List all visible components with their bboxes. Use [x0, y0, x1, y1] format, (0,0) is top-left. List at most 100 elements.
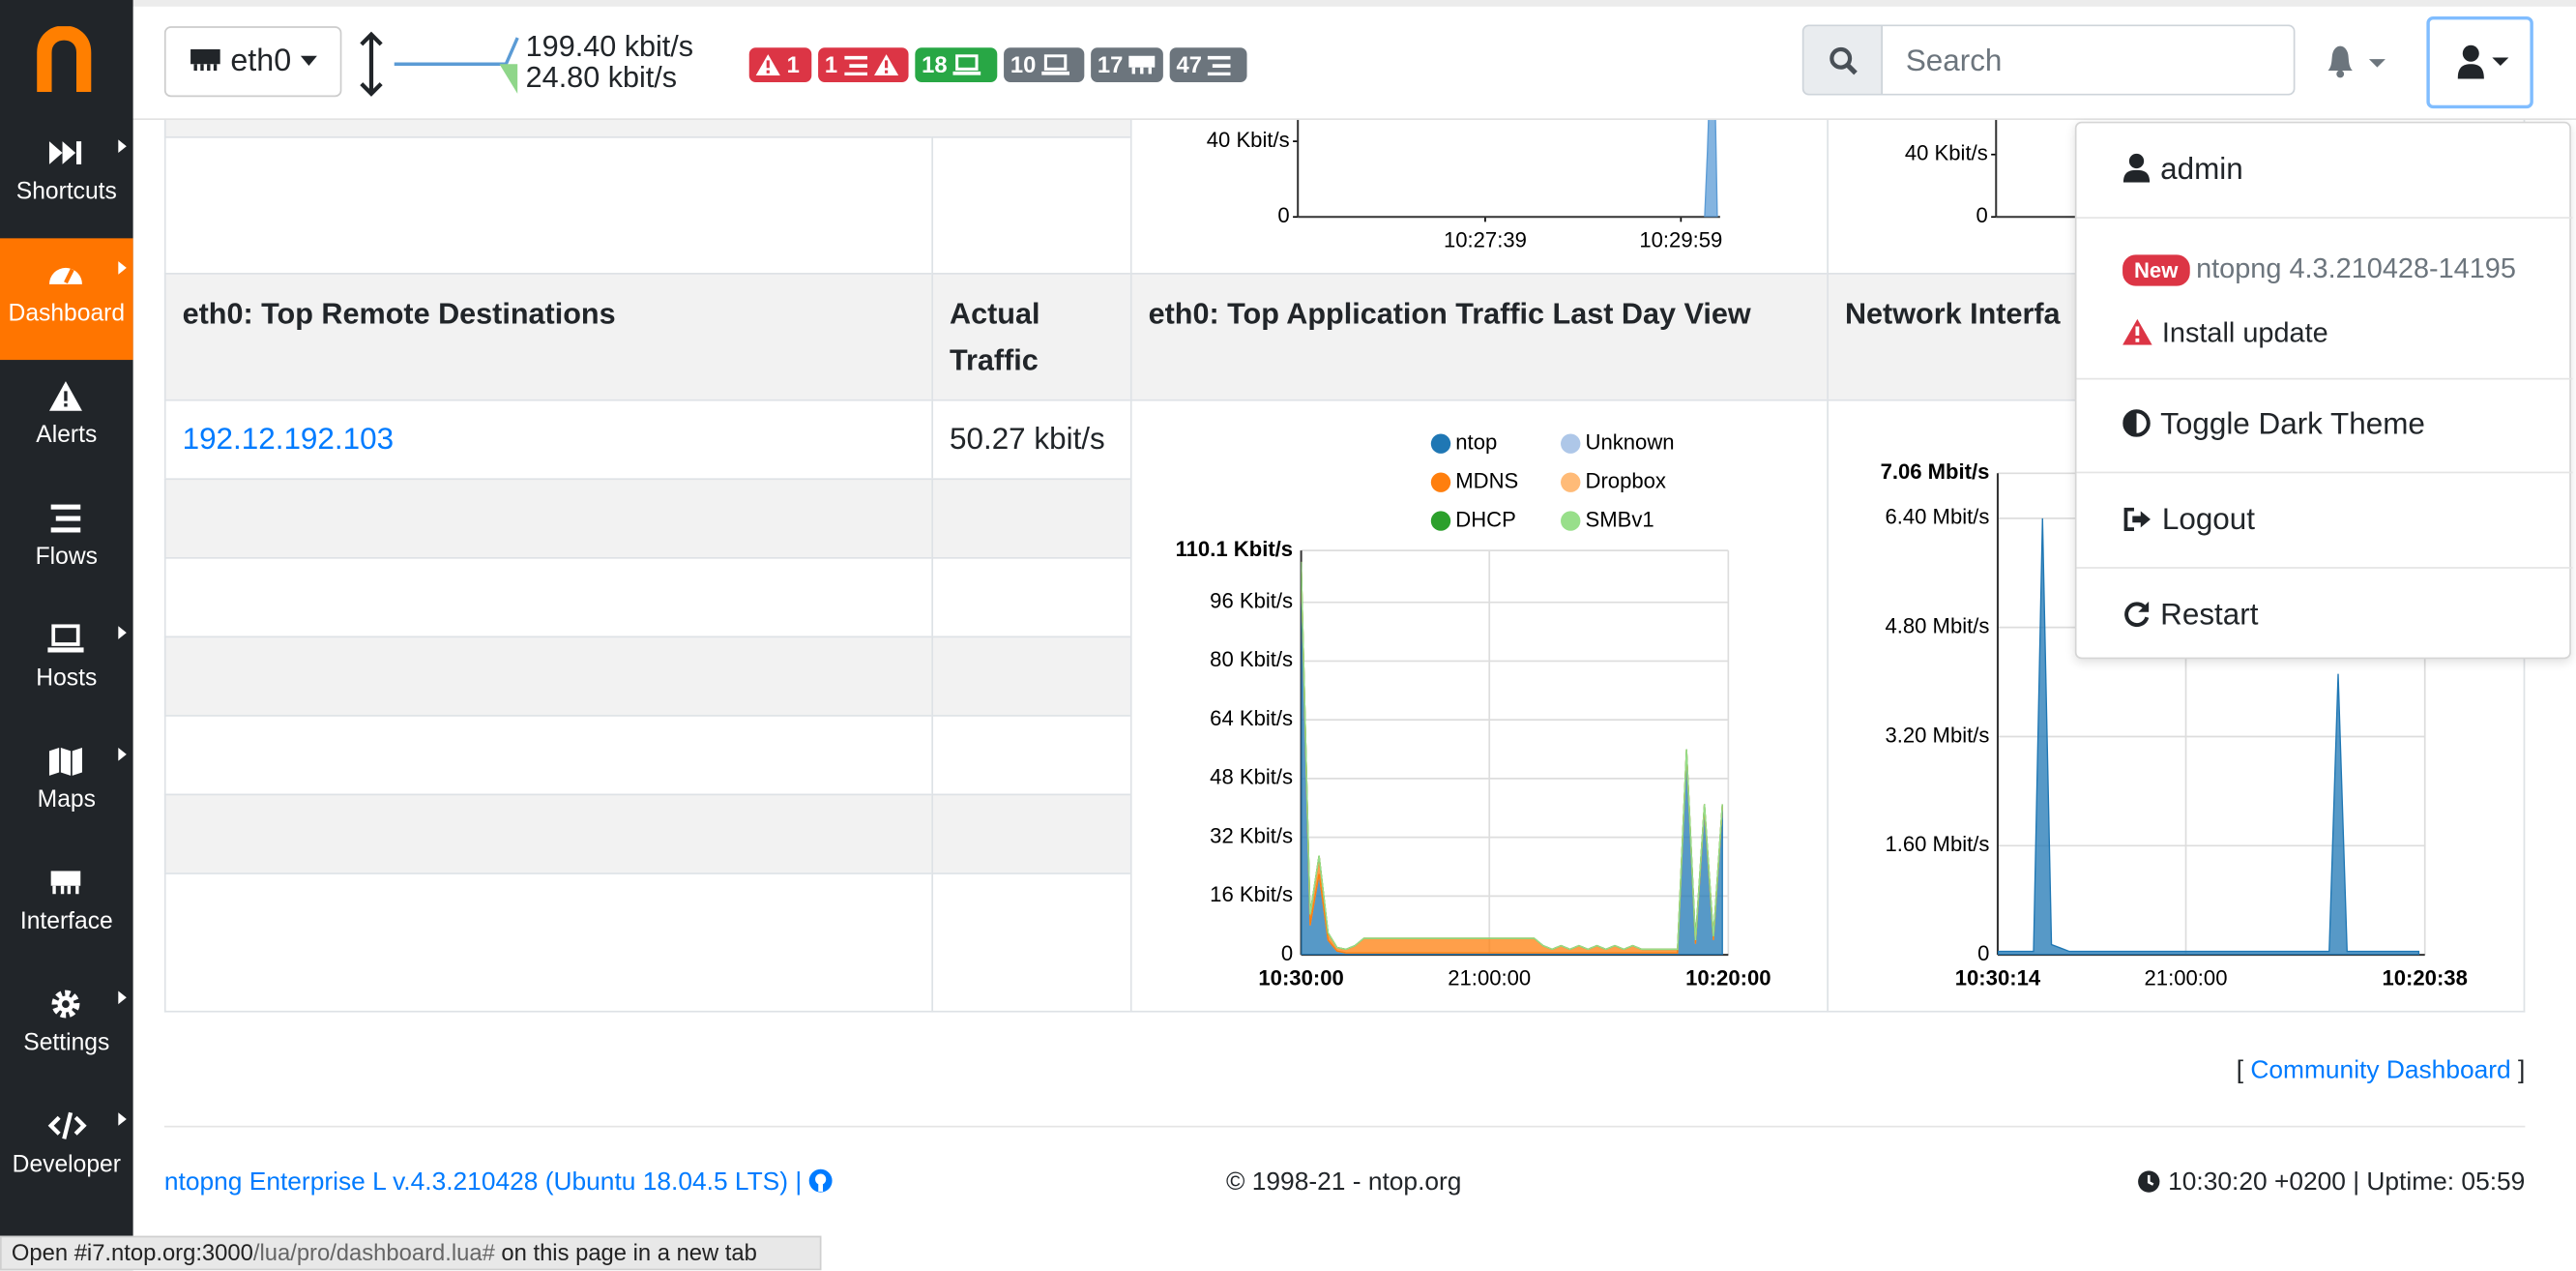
install-update[interactable]: Install update [2161, 316, 2328, 349]
search-icon [1830, 46, 1858, 75]
shortcuts-icon [48, 141, 82, 164]
search-button[interactable] [1801, 24, 1884, 96]
sidebar-label[interactable]: Maps [37, 786, 96, 813]
badge-count[interactable]: 1 [786, 50, 800, 77]
remote-hosts-badge[interactable]: 10 [1004, 47, 1085, 82]
sidebar-label[interactable]: Dashboard [8, 300, 126, 328]
maps-icon [48, 748, 82, 776]
user-item[interactable]: admin [2122, 151, 2243, 187]
sidebar-item[interactable]: Settings [0, 968, 133, 1090]
warning-icon [755, 54, 780, 76]
sidebar-item[interactable]: Flows [0, 482, 133, 604]
submenu-caret [118, 261, 127, 275]
sidebar-label[interactable]: Hosts [36, 665, 98, 693]
sidebar-label[interactable]: Interface [19, 908, 113, 935]
traffic-sparkline [360, 31, 519, 97]
user-icon [2457, 44, 2509, 79]
alert-badge[interactable]: 1 [748, 47, 812, 82]
sidebar: Shortcuts Dashboard Alerts Flows Hosts M… [0, 0, 133, 1271]
table-header: eth0: Top Remote Destinations [163, 273, 932, 399]
footer-copyright: © 1998-21 - ntop.org [1226, 1168, 1462, 1197]
table-header: Actual Traffic [931, 273, 1130, 399]
user-button[interactable] [2426, 15, 2533, 109]
user-dropdown: admin New ntopng 4.3.210428-14195 Install… [2074, 121, 2573, 660]
sidebar-label[interactable]: Shortcuts [15, 179, 117, 206]
badge-count[interactable]: 17 [1097, 50, 1124, 77]
bracket: ] [2518, 1056, 2526, 1085]
chart-cell [1129, 113, 1828, 274]
notifications-button[interactable] [2323, 43, 2391, 78]
badge-count[interactable]: 1 [824, 50, 838, 77]
sidebar-item[interactable]: Hosts [0, 604, 133, 725]
devices-badge[interactable]: 17 [1091, 47, 1163, 82]
local-hosts-badge[interactable]: 18 [915, 47, 998, 82]
interface-selector[interactable]: eth0 [163, 26, 342, 98]
install-update-item[interactable]: Install update [2122, 317, 2328, 350]
row-bg [163, 114, 1130, 137]
download-rate: 24.80 kbit/s [525, 60, 678, 94]
version-text[interactable]: ntopng Enterprise L v.4.3.210428 (Ubuntu… [163, 1168, 803, 1197]
empty-row [931, 715, 1130, 794]
sidebar-item[interactable]: Shortcuts [0, 117, 133, 239]
version-item: New ntopng 4.3.210428-14195 [2122, 253, 2516, 286]
sidebar-label[interactable]: Settings [23, 1030, 110, 1057]
laptop-icon [1041, 54, 1070, 75]
restart-item[interactable]: Restart [2122, 597, 2258, 633]
submenu-caret [118, 990, 127, 1005]
restart[interactable]: Restart [2160, 596, 2259, 632]
flow-alert-badge[interactable]: 1 [818, 47, 909, 82]
submenu-caret [118, 139, 127, 154]
sidebar-label[interactable]: Developer [12, 1151, 121, 1179]
sidebar-label[interactable]: Flows [35, 544, 98, 571]
logout-icon [2123, 507, 2151, 531]
footer-version[interactable]: ntopng Enterprise L v.4.3.210428 (Ubuntu… [164, 1168, 834, 1198]
list-icon [843, 55, 867, 76]
interface-icon [50, 871, 81, 895]
community-line: [ Community Dashboard ] [2237, 1056, 2526, 1086]
empty-row [931, 478, 1130, 557]
empty-row [163, 793, 932, 873]
empty-row [931, 793, 1130, 873]
menu-separator [2076, 377, 2573, 380]
empty-row [163, 872, 932, 1013]
badge-count[interactable]: 10 [1010, 50, 1037, 77]
chart-cell [1129, 399, 1828, 1013]
status-host: Open #i7.ntop.org:3000 [11, 1239, 253, 1266]
row-bg [163, 136, 932, 274]
user-name[interactable]: admin [2160, 151, 2243, 186]
hosts-icon [47, 624, 84, 653]
logout-item[interactable]: Logout [2122, 501, 2255, 537]
ntop-logo[interactable] [35, 26, 94, 93]
badge-count[interactable]: 18 [922, 50, 948, 77]
dark-theme-item[interactable]: Toggle Dark Theme [2122, 406, 2425, 442]
empty-row [931, 556, 1130, 636]
sidebar-item[interactable]: Dashboard [0, 238, 133, 361]
logout[interactable]: Logout [2161, 501, 2256, 536]
sidebar-item[interactable]: Interface [0, 846, 133, 968]
submenu-caret [118, 1112, 127, 1126]
menu-separator [2076, 471, 2573, 474]
footer-time: 10:30:20 +0200 | Uptime: 05:59 [2138, 1168, 2525, 1198]
sidebar-item[interactable]: Maps [0, 724, 133, 846]
sidebar-item[interactable]: Developer [0, 1089, 133, 1211]
github-icon[interactable] [809, 1168, 834, 1193]
community-link[interactable]: Community Dashboard [2250, 1056, 2511, 1085]
developer-icon [47, 1111, 87, 1139]
navbar [132, 0, 2576, 121]
list-icon [1208, 55, 1232, 76]
menu-separator [2076, 567, 2573, 569]
status-rest: on this page in a new tab [494, 1239, 757, 1266]
alerts-icon [48, 381, 82, 411]
flows-badge[interactable]: 47 [1169, 47, 1247, 82]
search-input[interactable]: Search [1881, 24, 2296, 96]
interface-name[interactable]: eth0 [230, 44, 292, 79]
badge-count[interactable]: 47 [1176, 50, 1202, 77]
laptop-icon [953, 54, 982, 75]
table-cell[interactable]: 192.12.192.103 [163, 399, 932, 479]
status-path: /lua/pro/dashboard.lua# [252, 1239, 495, 1266]
empty-row [163, 556, 932, 636]
sidebar-item[interactable]: Alerts [0, 360, 133, 482]
sidebar-label[interactable]: Alerts [36, 422, 98, 449]
toggle-dark[interactable]: Toggle Dark Theme [2160, 405, 2425, 441]
